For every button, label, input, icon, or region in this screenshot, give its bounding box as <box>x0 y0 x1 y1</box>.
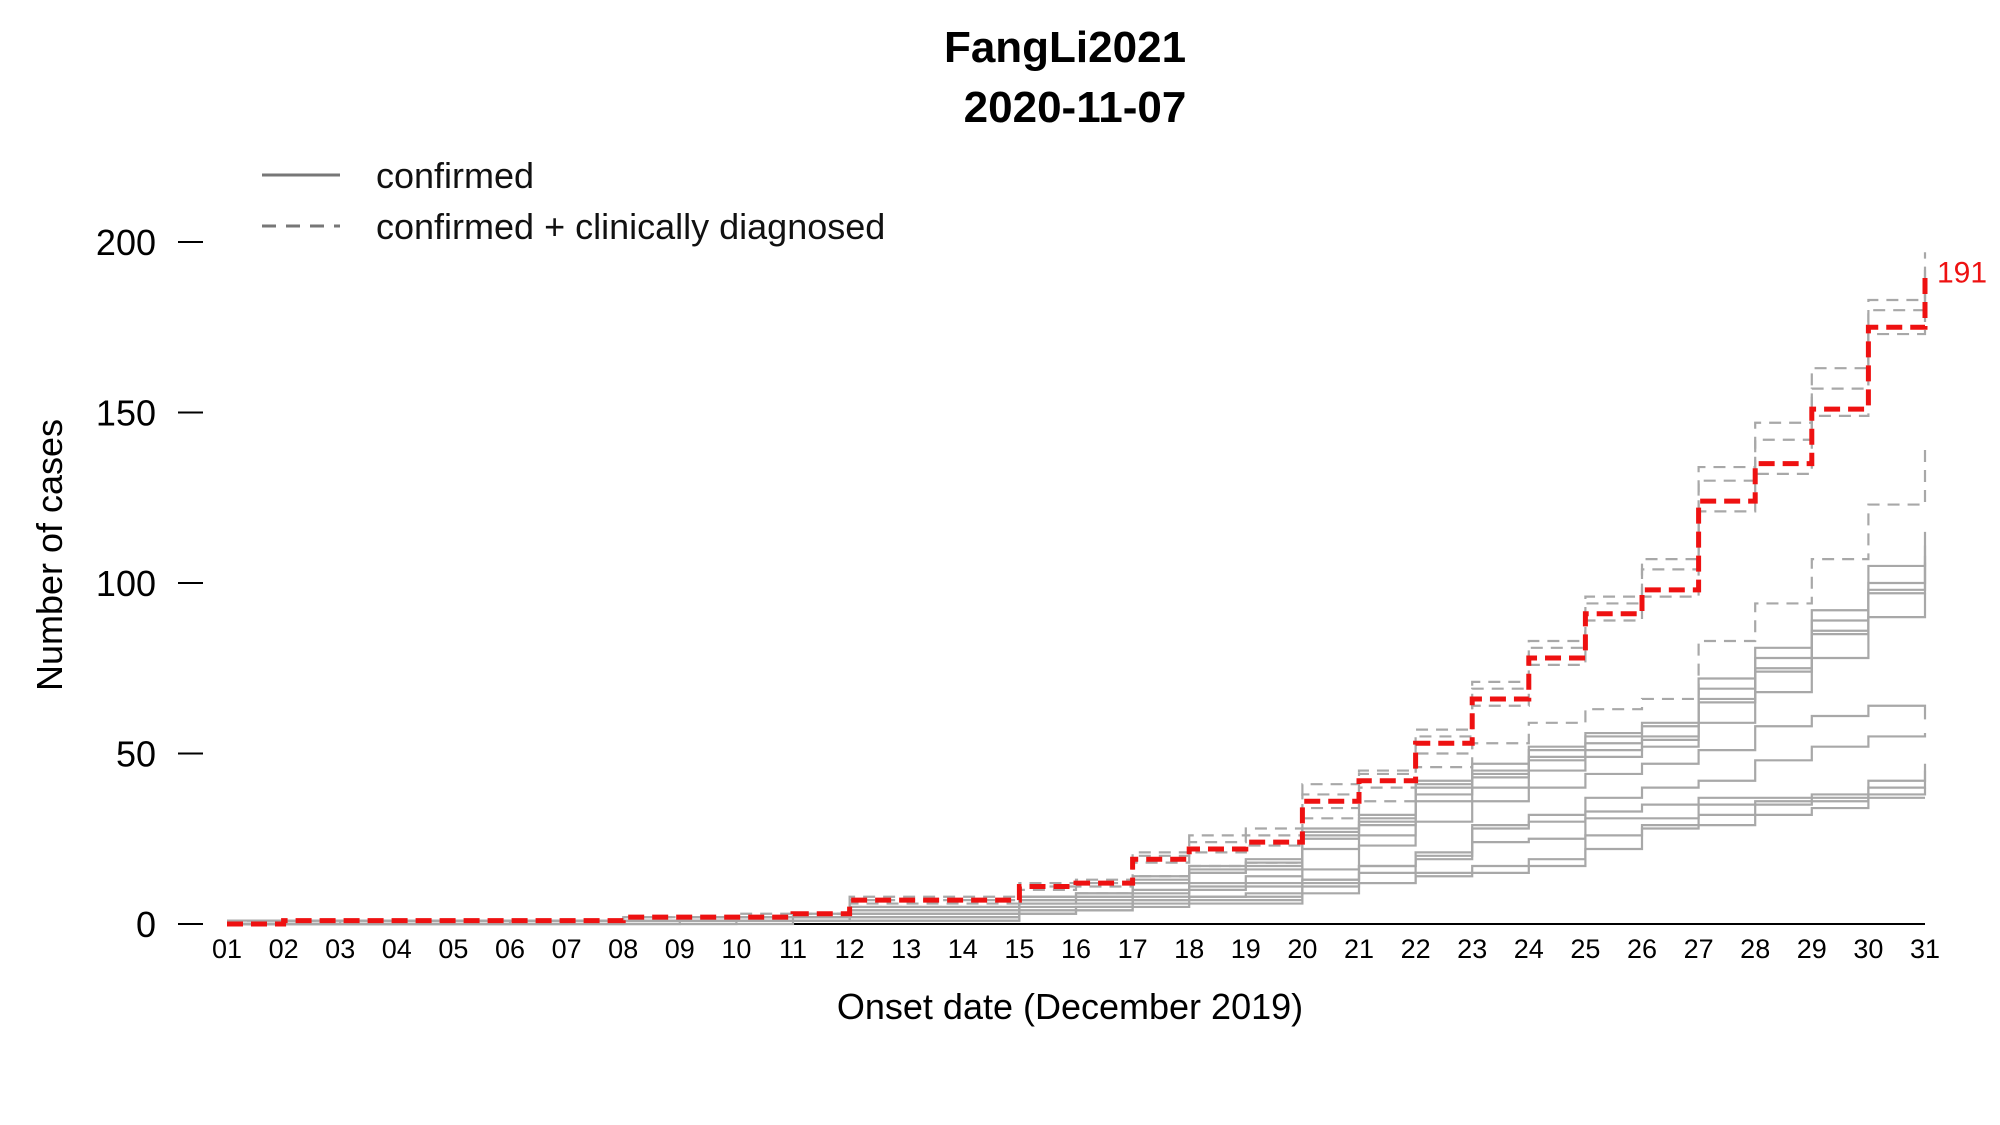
series-line-9 <box>227 593 1927 926</box>
x-tick-label: 25 <box>1570 934 1600 964</box>
highlight-end-label: 191 <box>1937 257 1987 290</box>
x-tick-label: 31 <box>1910 934 1940 964</box>
legend-label-clinical: confirmed + clinically diagnosed <box>376 206 885 247</box>
x-tick-label: 14 <box>948 934 978 964</box>
x-tick-label: 23 <box>1457 934 1487 964</box>
x-axis: 01 02 03 04 05 06 07 08 09 10 11 12 13 14 15 16 17 18 19 20… <box>212 923 1940 964</box>
x-tick-label: 08 <box>608 934 638 964</box>
highlight-series-line <box>227 272 1928 927</box>
legend-label-confirmed: confirmed <box>376 155 534 196</box>
x-tick-label: 18 <box>1174 934 1204 964</box>
y-axis-label: Number of cases <box>29 419 70 691</box>
series-line-4 <box>227 450 1927 926</box>
y-tick-label: 0 <box>136 904 156 945</box>
x-tick-label: 13 <box>891 934 921 964</box>
x-tick-label: 15 <box>1004 934 1034 964</box>
x-tick-label: 19 <box>1231 934 1261 964</box>
x-tick-label: 01 <box>212 934 242 964</box>
y-tick-label: 50 <box>116 734 156 775</box>
x-tick-label: 26 <box>1627 934 1657 964</box>
series-line-8 <box>227 562 1927 926</box>
x-tick-label: 21 <box>1344 934 1374 964</box>
x-tick-label: 06 <box>495 934 525 964</box>
chart-subtitle: 2020-11-07 <box>964 83 1187 132</box>
highlight-layer: 191 <box>227 257 1987 927</box>
series-line-3 <box>227 279 1927 926</box>
x-tick-label: 16 <box>1061 934 1091 964</box>
x-tick-label: 17 <box>1118 934 1148 964</box>
y-axis: 0 50 100 150 200 <box>96 222 203 945</box>
chart-title: FangLi2021 <box>944 23 1186 72</box>
series-line-10 <box>227 704 1927 926</box>
x-axis-label: Onset date (December 2019) <box>837 986 1303 1027</box>
x-tick-label: 29 <box>1797 934 1827 964</box>
x-tick-label: 30 <box>1853 934 1883 964</box>
x-tick-label: 11 <box>779 934 807 964</box>
x-tick-label: 22 <box>1401 934 1431 964</box>
y-tick-label: 200 <box>96 222 156 263</box>
x-tick-label: 28 <box>1740 934 1770 964</box>
x-tick-label: 10 <box>721 934 751 964</box>
series-line-1 <box>227 252 1927 922</box>
y-tick-label: 150 <box>96 393 156 434</box>
x-tick-label: 12 <box>835 934 865 964</box>
x-tick-label: 02 <box>269 934 299 964</box>
legend: confirmed confirmed + clinically diagnos… <box>262 155 885 247</box>
x-tick-label: 05 <box>438 934 468 964</box>
x-tick-label: 04 <box>382 934 412 964</box>
x-tick-label: 07 <box>552 934 582 964</box>
x-tick-label: 27 <box>1684 934 1714 964</box>
series-line-15 <box>227 796 1925 926</box>
series-line-6 <box>227 545 1927 926</box>
x-tick-label: 20 <box>1287 934 1317 964</box>
x-tick-label: 09 <box>665 934 695 964</box>
x-tick-label: 03 <box>325 934 355 964</box>
x-tick-label: 24 <box>1514 934 1544 964</box>
y-tick-label: 100 <box>96 563 156 604</box>
